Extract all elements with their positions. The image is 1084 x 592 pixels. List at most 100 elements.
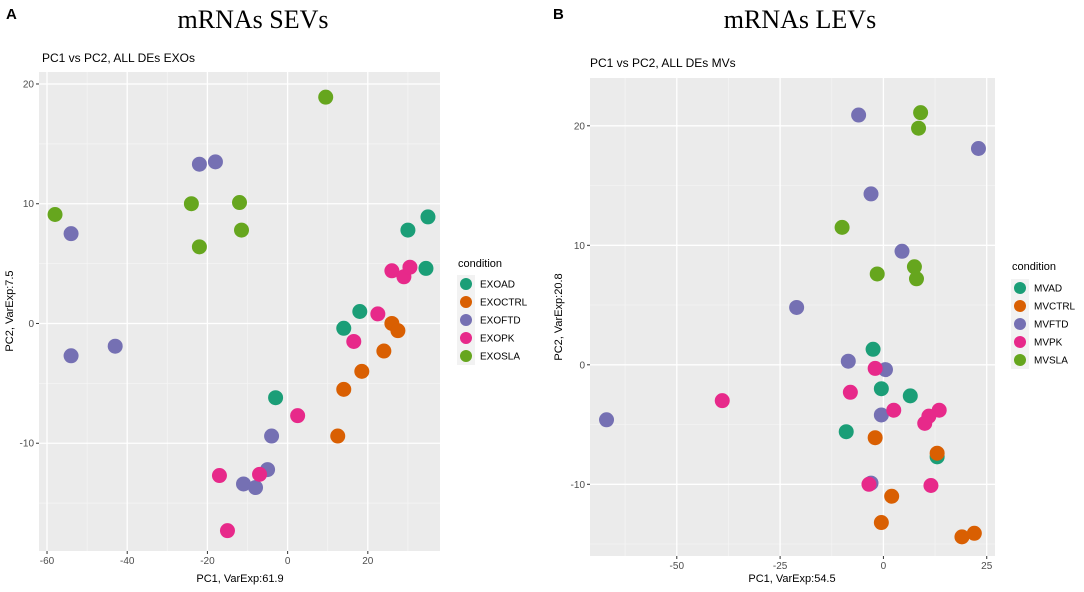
panel-b-point-mvftd xyxy=(970,141,986,157)
panel-a-legend: EXOAD EXOCTRL EXOFTD EXOPK EXOSLA xyxy=(457,275,528,365)
panel-a-point-exoad xyxy=(400,222,416,238)
panel-a-header: mRNAs SEVs xyxy=(178,5,329,34)
panel-b-x-tick-label: 25 xyxy=(981,561,993,572)
panel-b-point-mvad xyxy=(865,341,881,357)
panel-b-point-mvctrl xyxy=(929,445,945,461)
panel-b-point-mvftd xyxy=(873,407,889,423)
panel-a-y-tick-label: -10 xyxy=(20,439,35,450)
panel-b-point-mvctrl xyxy=(867,430,883,446)
panel-b-y-tick-label: 0 xyxy=(579,360,585,371)
panel-b-point-mvftd xyxy=(840,353,856,369)
panel-b-points xyxy=(599,105,986,545)
panel-b-point-mvsla xyxy=(913,105,929,121)
panel-a-y-tick-label: 20 xyxy=(23,79,35,90)
panel-b-point-mvctrl xyxy=(884,488,900,504)
panel-b-point-mvpk xyxy=(917,415,933,431)
panel-b-legend-label: MVFTD xyxy=(1034,320,1068,331)
panel-a-point-exoftd xyxy=(107,338,123,354)
panel-b-point-mvctrl xyxy=(966,525,982,541)
panel-a-legend-swatch-exoad xyxy=(460,278,472,290)
panel-a-point-exoctrl xyxy=(376,343,392,359)
panel-b-point-mvftd xyxy=(789,299,805,315)
panel-a-point-exoftd xyxy=(248,480,264,496)
panel-a-x-tick-label: -20 xyxy=(200,556,215,567)
panel-a-plot-title: PC1 vs PC2, ALL DEs EXOs xyxy=(42,51,195,65)
panel-b-point-mvsla xyxy=(906,259,922,275)
panel-a-point-exoftd xyxy=(63,348,79,364)
panel-a-points xyxy=(47,89,436,539)
panel-a-point-exopk xyxy=(370,306,386,322)
panel-a-point-exoctrl xyxy=(330,428,346,444)
panel-a-legend-title: condition xyxy=(458,258,502,270)
panel-a-legend-swatch-exoctrl xyxy=(460,296,472,308)
panel-a-legend-swatch-exoftd xyxy=(460,314,472,326)
panel-b-x-tick-label: -25 xyxy=(773,561,788,572)
panel-a-x-tick-label: 0 xyxy=(285,556,291,567)
panel-a-point-exopk xyxy=(211,468,227,484)
panel-b-legend-label: MVSLA xyxy=(1034,356,1068,367)
panel-b-point-mvpk xyxy=(842,384,858,400)
panel-a-point-exoftd xyxy=(236,476,252,492)
panel-a-point-exoad xyxy=(418,260,434,276)
panel-b-point-mvsla xyxy=(911,120,927,136)
panel-b-y-tick-label: 20 xyxy=(574,121,586,132)
panel-b-y-tick-label: -10 xyxy=(571,480,586,491)
panel-a-legend-label: EXOPK xyxy=(480,334,515,345)
panel-a-point-exosla xyxy=(47,207,63,223)
panel-b-point-mvad xyxy=(838,424,854,440)
panel-a-gridlines xyxy=(39,72,440,551)
panel-b-point-mvad xyxy=(902,388,918,404)
panel-b-point-mvftd xyxy=(851,107,867,123)
panel-a-point-exosla xyxy=(318,89,334,105)
panel-b-point-mvftd xyxy=(894,243,910,259)
panel-b-point-mvpk xyxy=(886,402,902,418)
panel-b-point-mvftd xyxy=(863,186,879,202)
panel-a-legend-swatch-exopk xyxy=(460,332,472,344)
panel-b-legend: MVAD MVCTRL MVFTD MVPK MVSLA xyxy=(1011,279,1076,369)
panel-a-x-tick-label: -60 xyxy=(40,556,55,567)
panel-b-point-mvctrl xyxy=(873,515,889,531)
panel-a: A mRNAs SEVs PC1 vs PC2, ALL DEs EXOs -6… xyxy=(4,5,528,585)
panel-b-plot-bg xyxy=(590,78,995,556)
panel-b-legend-swatch-mvsla xyxy=(1014,354,1026,366)
panel-a-point-exoftd xyxy=(191,156,207,172)
panel-b-point-mvpk xyxy=(923,477,939,493)
panel-a-legend-swatch-exosla xyxy=(460,350,472,362)
panel-b-legend-swatch-mvftd xyxy=(1014,318,1026,330)
panel-a-y-tick-label: 0 xyxy=(28,319,34,330)
panel-a-x-tick-label: -40 xyxy=(120,556,135,567)
panel-a-point-exoftd xyxy=(63,226,79,242)
panel-b-y-axis-label: PC2, VarExp:20.8 xyxy=(553,273,565,360)
panel-a-letter: A xyxy=(6,6,17,23)
panel-b-gridlines xyxy=(590,78,995,556)
panel-a-point-exoad xyxy=(352,304,368,319)
panel-a-point-exoctrl xyxy=(354,363,370,379)
panel-a-point-exoad xyxy=(420,209,436,225)
panel-b-ticks: -50 -25 0 25 -10 0 10 20 xyxy=(571,121,993,572)
panel-a-point-exopk xyxy=(219,523,235,539)
panel-b-point-mvsla xyxy=(834,219,850,235)
panel-b-legend-swatch-mvctrl xyxy=(1014,300,1026,312)
panel-a-point-exosla xyxy=(234,222,250,238)
panel-b-point-mvsla xyxy=(908,271,924,287)
panel-b-x-tick-label: 0 xyxy=(881,561,887,572)
panel-a-ticks: -60 -40 -20 0 20 -10 0 10 20 xyxy=(20,79,374,567)
panel-a-legend-label: EXOSLA xyxy=(480,352,520,363)
panel-a-x-axis-label: PC1, VarExp:61.9 xyxy=(196,573,283,585)
panel-b-legend-swatch-mvad xyxy=(1014,282,1026,294)
panel-a-point-exosla xyxy=(183,196,199,212)
panel-a-legend-label: EXOAD xyxy=(480,280,515,291)
panel-b-legend-swatch-mvpk xyxy=(1014,336,1026,348)
panel-a-point-exosla xyxy=(232,195,247,211)
panel-b-point-mvftd xyxy=(599,412,615,428)
panel-a-point-exopk xyxy=(252,466,268,482)
panel-b-header: mRNAs LEVs xyxy=(724,5,876,34)
panel-b-legend-label: MVAD xyxy=(1034,284,1062,295)
panel-b-point-mvpk xyxy=(931,402,947,418)
panel-b-point-mvpk xyxy=(861,476,877,492)
panel-a-point-exopk xyxy=(346,333,362,349)
panel-b-legend-label: MVPK xyxy=(1034,338,1063,349)
panel-b-plot-title: PC1 vs PC2, ALL DEs MVs xyxy=(590,56,736,70)
panel-a-x-tick-label: 20 xyxy=(362,556,374,567)
